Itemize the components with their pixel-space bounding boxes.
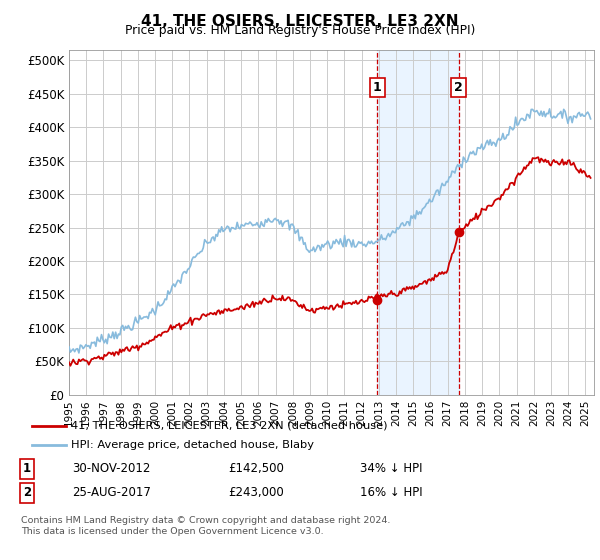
Text: 2: 2	[454, 81, 463, 94]
Text: 34% ↓ HPI: 34% ↓ HPI	[360, 462, 422, 475]
Text: Price paid vs. HM Land Registry's House Price Index (HPI): Price paid vs. HM Land Registry's House …	[125, 24, 475, 37]
Text: 1: 1	[23, 462, 31, 475]
Text: 30-NOV-2012: 30-NOV-2012	[72, 462, 151, 475]
Text: £142,500: £142,500	[228, 462, 284, 475]
Text: Contains HM Land Registry data © Crown copyright and database right 2024.
This d: Contains HM Land Registry data © Crown c…	[21, 516, 391, 536]
Bar	[377, 50, 459, 395]
Text: £243,000: £243,000	[228, 486, 284, 500]
Text: 2: 2	[23, 486, 31, 500]
Text: 41, THE OSIERS, LEICESTER, LE3 2XN (detached house): 41, THE OSIERS, LEICESTER, LE3 2XN (deta…	[71, 421, 388, 431]
Text: 25-AUG-2017: 25-AUG-2017	[72, 486, 151, 500]
Text: HPI: Average price, detached house, Blaby: HPI: Average price, detached house, Blab…	[71, 440, 314, 450]
Text: 16% ↓ HPI: 16% ↓ HPI	[360, 486, 422, 500]
Text: 1: 1	[373, 81, 382, 94]
Text: 41, THE OSIERS, LEICESTER, LE3 2XN: 41, THE OSIERS, LEICESTER, LE3 2XN	[141, 14, 459, 29]
